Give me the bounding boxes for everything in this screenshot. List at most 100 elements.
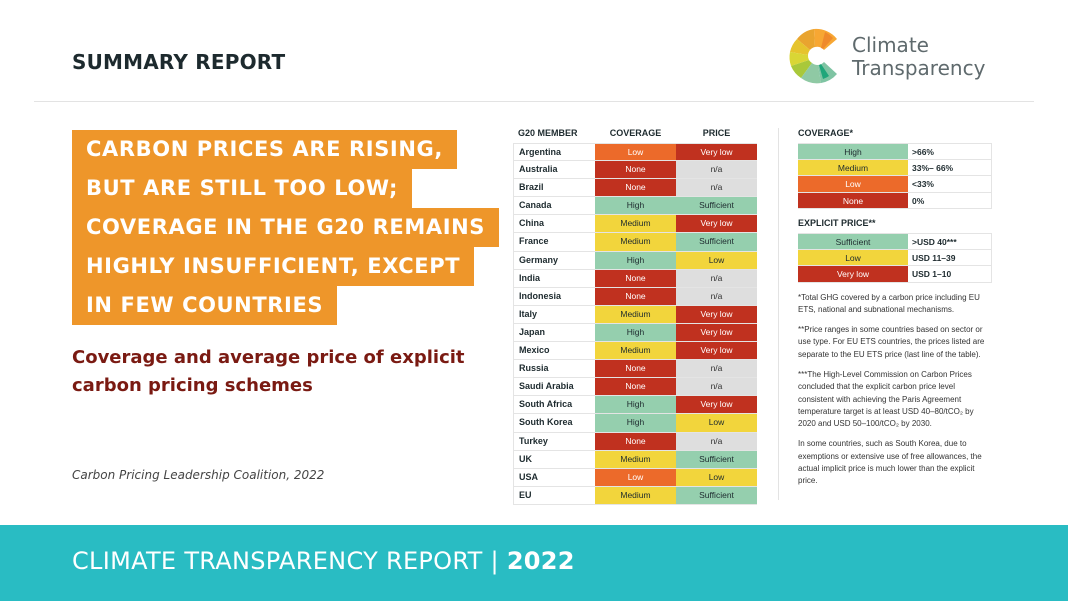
footer-year: 2022: [506, 547, 575, 575]
price-cell: n/a: [676, 360, 757, 378]
country-cell: Germany: [513, 251, 595, 269]
price-cell: Very low: [676, 215, 757, 233]
legend-swatch: Sufficient: [798, 234, 908, 249]
vertical-divider: [778, 128, 779, 500]
legend-value: >USD 40***: [908, 234, 992, 249]
legend-value: 0%: [908, 192, 992, 208]
table-body: Argentina Low Very low Australia None n/a Braz…: [513, 143, 757, 505]
legend-row: Low <33%: [798, 176, 992, 193]
price-cell: n/a: [676, 269, 757, 287]
price-cell: Very low: [676, 144, 757, 161]
coverage-cell: None: [595, 432, 676, 450]
legend-row: Very low USD 1–10: [798, 266, 992, 283]
legend-swatch: None: [798, 192, 908, 208]
coverage-cell: High: [595, 414, 676, 432]
coverage-cell: Medium: [595, 486, 676, 504]
coverage-cell: Low: [595, 144, 676, 161]
coverage-cell: High: [595, 251, 676, 269]
column-header-coverage: COVERAGE: [609, 128, 662, 138]
country-cell: EU: [513, 486, 595, 504]
headline-line: COVERAGE IN THE G20 REMAINS: [72, 208, 500, 247]
footer-report-name: CLIMATE TRANSPARENCY REPORT |: [72, 547, 507, 575]
country-cell: China: [513, 215, 595, 233]
coverage-cell: None: [595, 287, 676, 305]
price-legend-title: EXPLICIT PRICE**: [798, 218, 876, 228]
table-row: Brazil None n/a: [513, 179, 757, 198]
coverage-cell: Medium: [595, 215, 676, 233]
country-cell: Mexico: [513, 342, 595, 360]
price-cell: Low: [676, 468, 757, 486]
country-cell: Saudi Arabia: [513, 378, 595, 396]
coverage-cell: High: [595, 396, 676, 414]
legend-value: USD 11–39: [908, 249, 992, 265]
country-cell: Australia: [513, 161, 595, 179]
table-row: South Korea High Low: [513, 414, 757, 433]
price-legend-rows: Sufficient >USD 40*** Low USD 11–39 Very low…: [798, 233, 992, 283]
table-row: Turkey None n/a: [513, 432, 757, 451]
headline-block: CARBON PRICES ARE RISING, BUT ARE STILL …: [72, 130, 500, 325]
table-row: Mexico Medium Very low: [513, 342, 757, 361]
legend-value: USD 1–10: [908, 266, 992, 282]
price-cell: Very low: [676, 396, 757, 414]
price-cell: Sufficient: [676, 233, 757, 251]
table-row: South Africa High Very low: [513, 396, 757, 415]
legend-swatch: Low: [798, 176, 908, 192]
country-cell: Italy: [513, 305, 595, 323]
price-cell: Very low: [676, 305, 757, 323]
price-cell: Very low: [676, 323, 757, 342]
legend-swatch: High: [798, 144, 908, 159]
headline-line: CARBON PRICES ARE RISING,: [72, 130, 457, 169]
table-row: Russia None n/a: [513, 360, 757, 379]
legend-row: High >66%: [798, 143, 992, 160]
legend-row: Sufficient >USD 40***: [798, 233, 992, 250]
country-cell: Indonesia: [513, 287, 595, 305]
footer-text: CLIMATE TRANSPARENCY REPORT | 2022: [72, 547, 575, 575]
headline-line: IN FEW COUNTRIES: [72, 286, 338, 325]
coverage-legend: COVERAGE* High >66% Medium 33%– 66% Low <33% N…: [798, 128, 992, 209]
column-header-member: G20 MEMBER: [518, 128, 578, 138]
table-row: India None n/a: [513, 269, 757, 288]
country-cell: Argentina: [513, 144, 595, 161]
climate-transparency-logo-icon: [789, 28, 837, 84]
subheading: Coverage and average price of explicit c…: [72, 347, 465, 396]
country-cell: South Korea: [513, 414, 595, 432]
price-cell: Low: [676, 251, 757, 269]
footnote-implicit-price: In some countries, such as South Korea, …: [798, 439, 982, 486]
legend-row: None 0%: [798, 192, 992, 209]
legend-swatch: Low: [798, 249, 908, 265]
table-row: Indonesia None n/a: [513, 287, 757, 306]
price-cell: n/a: [676, 432, 757, 450]
table-row: EU Medium Sufficient: [513, 486, 757, 505]
coverage-cell: None: [595, 378, 676, 396]
footer-banner: CLIMATE TRANSPARENCY REPORT | 2022: [0, 525, 1068, 601]
table-row: Australia None n/a: [513, 161, 757, 180]
price-cell: n/a: [676, 161, 757, 179]
headline-line: BUT ARE STILL TOO LOW;: [72, 169, 413, 208]
country-cell: France: [513, 233, 595, 251]
headline-line: HIGHLY INSUFFICIENT, EXCEPT: [72, 247, 475, 286]
country-cell: Turkey: [513, 432, 595, 450]
price-cell: Low: [676, 414, 757, 432]
table-row: Argentina Low Very low: [513, 143, 757, 162]
price-legend: EXPLICIT PRICE** Sufficient >USD 40*** Low…: [798, 218, 992, 283]
coverage-cell: High: [595, 323, 676, 342]
legend-swatch: Very low: [798, 266, 908, 282]
header-divider: [34, 101, 1034, 102]
price-cell: Sufficient: [676, 486, 757, 504]
logo-text: Climate Transparency: [852, 34, 985, 80]
footnote-price: **Price ranges in some countries based o…: [798, 325, 985, 359]
price-cell: Very low: [676, 342, 757, 360]
coverage-cell: None: [595, 269, 676, 287]
coverage-legend-rows: High >66% Medium 33%– 66% Low <33% None 0%: [798, 143, 992, 209]
country-cell: UK: [513, 450, 595, 468]
table-row: China Medium Very low: [513, 215, 757, 234]
logo-text-line2: Transparency: [852, 56, 986, 80]
coverage-cell: None: [595, 161, 676, 179]
price-cell: n/a: [676, 378, 757, 396]
legend-row: Low USD 11–39: [798, 249, 992, 266]
table-row: Japan High Very low: [513, 323, 757, 343]
coverage-cell: Low: [595, 468, 676, 486]
country-cell: Canada: [513, 197, 595, 215]
table-row: Saudi Arabia None n/a: [513, 378, 757, 397]
coverage-cell: Medium: [595, 342, 676, 360]
